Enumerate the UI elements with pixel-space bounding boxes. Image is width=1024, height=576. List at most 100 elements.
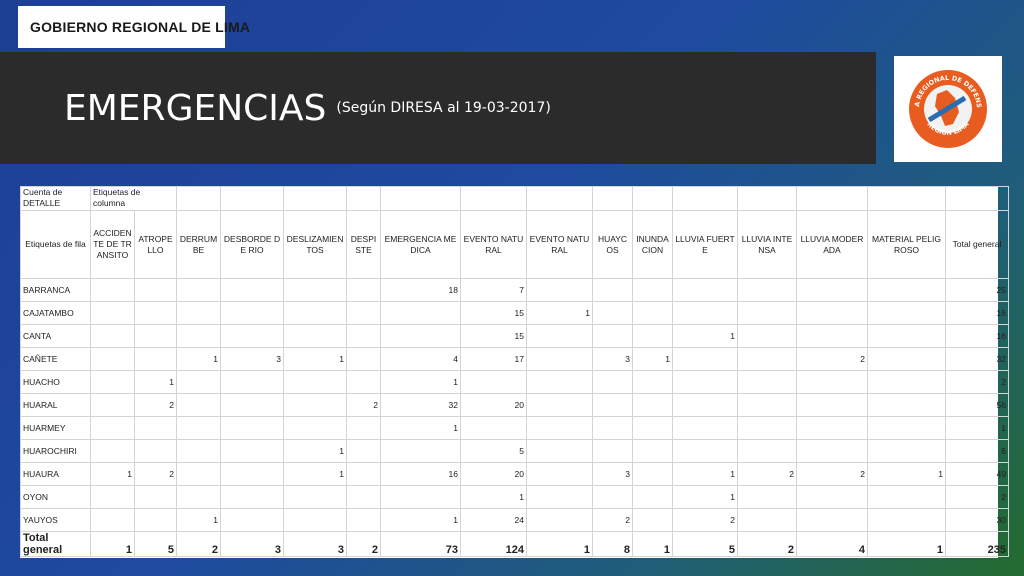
table-cell: 1 <box>134 370 177 394</box>
table-cell <box>867 508 946 532</box>
table-cell <box>176 485 221 509</box>
table-cell <box>134 278 177 302</box>
table-cell <box>346 278 381 302</box>
table-cell <box>672 301 738 325</box>
table-row: OYON 1 1 2 <box>20 485 1009 509</box>
table-cell <box>632 485 673 509</box>
table-cell: 25 <box>945 278 1009 302</box>
table-cell: 2 <box>346 393 381 417</box>
table-cell: 1 <box>672 324 738 348</box>
table-cell <box>220 370 284 394</box>
table-cell <box>90 508 135 532</box>
table-cell: 6 <box>945 439 1009 463</box>
table-cell <box>632 462 673 486</box>
table-cell: 30 <box>945 508 1009 532</box>
table-cell <box>592 393 633 417</box>
table-cell <box>526 347 593 371</box>
defensa-civil-seal-icon: SISTEMA REGIONAL DE DEFENSA CIVIL REGION… <box>907 68 987 148</box>
table-cell <box>737 416 797 440</box>
row-label: HUAURA <box>20 462 91 486</box>
table-cell <box>460 416 527 440</box>
total-cell: 73 <box>380 531 461 557</box>
table-cell <box>134 439 177 463</box>
table-cell: 16 <box>380 462 461 486</box>
table-top-row: Cuenta de DETALLE Etiquetas de columna <box>20 186 1009 211</box>
column-header: MATERIAL PELIGROSO <box>867 210 946 279</box>
table-cell <box>526 485 593 509</box>
table-cell: 1 <box>632 347 673 371</box>
column-header: EVENTO NATURAL <box>526 210 593 279</box>
table-cell: 1 <box>380 508 461 532</box>
table-cell <box>90 393 135 417</box>
table-cell <box>796 439 868 463</box>
org-name: GOBIERNO REGIONAL DE LIMA <box>30 19 251 35</box>
total-cell: 2 <box>346 531 381 557</box>
table-cell <box>283 393 347 417</box>
table-cell <box>867 301 946 325</box>
column-header: Total general <box>945 210 1009 279</box>
table-cell: 3 <box>592 347 633 371</box>
table-cell: 1 <box>460 485 527 509</box>
total-cell: 1 <box>526 531 593 557</box>
table-cell <box>90 347 135 371</box>
table-cell <box>283 278 347 302</box>
table-cell: 1 <box>380 370 461 394</box>
table-cell: 2 <box>796 347 868 371</box>
table-cell: 16 <box>945 301 1009 325</box>
table-cell <box>220 462 284 486</box>
total-cell: 4 <box>796 531 868 557</box>
emergencias-pivot-table: Cuenta de DETALLE Etiquetas de columna E… <box>20 186 1009 557</box>
table-cell <box>672 278 738 302</box>
table-row: CANTA 15 1 16 <box>20 324 1009 348</box>
table-cell: 32 <box>945 347 1009 371</box>
table-cell <box>176 301 221 325</box>
table-cell <box>867 347 946 371</box>
table-cell: 4 <box>380 347 461 371</box>
table-cell <box>346 416 381 440</box>
page-subtitle: (Según DIRESA al 19-03-2017) <box>336 100 551 116</box>
table-cell: 15 <box>460 324 527 348</box>
page-title: EMERGENCIAS <box>64 87 327 129</box>
table-cell: 2 <box>945 370 1009 394</box>
table-cell: 2 <box>134 462 177 486</box>
table-row: HUARAL 2 2 32 20 56 <box>20 393 1009 417</box>
column-header: HUAYCOS <box>592 210 633 279</box>
table-row: HUAURA 1 2 1 16 20 3 1 2 2 1 49 <box>20 462 1009 486</box>
total-row: Total general 1 5 2 3 3 2 73 124 1 8 1 5 2 4 1 235 <box>20 531 1009 557</box>
table-row: HUAROCHIRI 1 5 6 <box>20 439 1009 463</box>
total-cell: 235 <box>945 531 1009 557</box>
table-cell: 7 <box>460 278 527 302</box>
table-row: YAUYOS 1 1 24 2 2 30 <box>20 508 1009 532</box>
table-cell <box>632 370 673 394</box>
table-cell <box>176 416 221 440</box>
table-cell <box>672 393 738 417</box>
row-label: OYON <box>20 485 91 509</box>
table-cell <box>632 416 673 440</box>
table-cell <box>176 462 221 486</box>
table-cell <box>134 416 177 440</box>
table-cell: 20 <box>460 393 527 417</box>
table-cell: 5 <box>460 439 527 463</box>
table-cell <box>220 485 284 509</box>
column-header: EMERGENCIA MEDICA <box>380 210 461 279</box>
table-cell <box>346 462 381 486</box>
table-cell: 3 <box>592 462 633 486</box>
table-cell: 1 <box>90 462 135 486</box>
table-cell <box>346 370 381 394</box>
table-cell <box>867 416 946 440</box>
row-label: CAÑETE <box>20 347 91 371</box>
row-label: BARRANCA <box>20 278 91 302</box>
row-label: HUARMEY <box>20 416 91 440</box>
row-label: YAUYOS <box>20 508 91 532</box>
row-label: HUARAL <box>20 393 91 417</box>
table-cell <box>796 485 868 509</box>
total-cell: 5 <box>134 531 177 557</box>
table-cell <box>737 370 797 394</box>
row-label: CAJATAMBO <box>20 301 91 325</box>
table-cell <box>737 324 797 348</box>
table-cell <box>176 278 221 302</box>
table-cell: 1 <box>283 462 347 486</box>
table-cell <box>460 370 527 394</box>
total-cell: 1 <box>90 531 135 557</box>
table-cell <box>283 370 347 394</box>
